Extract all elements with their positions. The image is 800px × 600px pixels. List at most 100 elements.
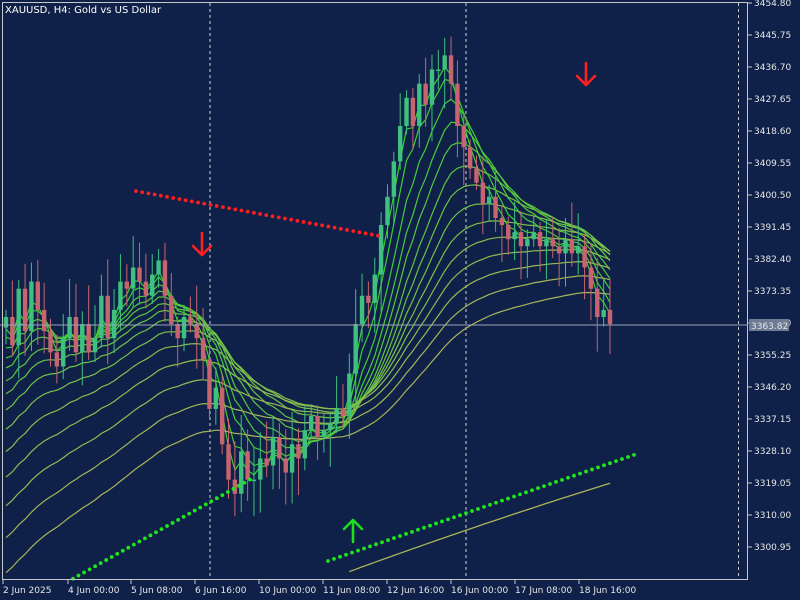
green-trend-dot (87, 567, 92, 572)
bullish-candle-body (181, 316, 187, 339)
bullish-candle-body (29, 281, 34, 332)
green-trend-dot (434, 521, 438, 526)
bullish-candle-body (544, 239, 549, 247)
green-trend-dot (542, 484, 546, 488)
green-trend-dot (536, 486, 540, 491)
bullish-candle-body (378, 225, 384, 275)
bullish-candle-body (92, 338, 98, 353)
green-trend-dot (82, 570, 86, 575)
green-trend-dot (131, 542, 136, 547)
dot-trend-lines (71, 189, 636, 581)
time-tick-label: 16 Jun 00:00 (451, 586, 508, 596)
bearish-candle-body (474, 168, 479, 183)
red-trend-dot (146, 191, 151, 196)
red-trend-dot (158, 193, 163, 198)
red-trend-dot (171, 196, 176, 200)
bearish-candle-body (245, 451, 250, 480)
bullish-candle-body (397, 126, 403, 162)
green-trend-dot (584, 469, 588, 474)
green-trend-dot (500, 498, 504, 503)
red-trend-dot (251, 210, 256, 215)
bearish-candle-body (41, 309, 47, 332)
red-trend-dot (369, 232, 374, 237)
green-trend-dot (148, 533, 153, 538)
green-trend-dot (614, 459, 618, 464)
bearish-candle-body (556, 246, 562, 254)
bullish-candle-body (61, 338, 66, 367)
green-trend-dot (482, 504, 486, 509)
sell-arrow-icon (575, 61, 597, 87)
green-trend-dot (422, 525, 426, 530)
green-trend-dot (368, 544, 372, 549)
bearish-candle-body (607, 309, 613, 325)
red-trend-dot (140, 190, 145, 195)
red-trend-dot (289, 217, 294, 222)
bullish-candle-body (404, 97, 409, 127)
red-trend-dot (363, 231, 368, 236)
red-trend-dot (332, 225, 337, 230)
bullish-candle-body (111, 309, 117, 339)
red-trend-dot (227, 206, 231, 211)
red-trend-dot (177, 197, 182, 202)
green-trend-dot (560, 477, 564, 482)
price-tick-label: 3400.50 (754, 191, 791, 201)
moving-average-line (5, 275, 611, 539)
green-trend-dot (237, 483, 241, 488)
bearish-candle-body (550, 239, 555, 247)
moving-average-line (5, 249, 611, 478)
bearish-candle-body (35, 281, 40, 310)
green-trend-dot (115, 551, 120, 556)
green-trend-dot (170, 521, 175, 525)
price-tick-label: 3310.00 (754, 511, 791, 521)
green-trend-dot (620, 457, 624, 461)
bearish-candle-body (264, 458, 269, 466)
moving-average-line (5, 165, 611, 432)
bullish-candle-body (353, 324, 358, 374)
green-trend-dot (109, 555, 114, 559)
plot-frame (2, 2, 748, 580)
bullish-candle-body (16, 288, 21, 346)
bearish-candle-body (48, 331, 53, 353)
bearish-candle-body (200, 338, 206, 360)
green-trend-dot (464, 511, 468, 516)
green-trend-dot (524, 490, 528, 495)
red-trend-dot (326, 224, 331, 229)
bullish-candle-body (302, 430, 308, 459)
buy-arrow-icon (342, 518, 364, 544)
green-trend-dot (181, 514, 186, 519)
green-trend-dot (386, 538, 390, 543)
red-trend-dot (351, 229, 356, 233)
red-trend-dot (345, 228, 349, 232)
bearish-candle-body (86, 324, 91, 353)
green-trend-dot (242, 480, 247, 485)
bearish-candle-body (169, 295, 174, 325)
bearish-candle-body (194, 324, 199, 339)
green-trend-dot (554, 480, 558, 484)
moving-average-line (5, 291, 611, 574)
red-trend-dot (357, 230, 362, 235)
bearish-candle-body (207, 359, 212, 409)
bullish-candle-body (239, 451, 244, 494)
green-trend-dot (608, 461, 612, 466)
red-trend-dot (214, 204, 219, 208)
green-trend-dot (374, 542, 378, 547)
green-trend-dot (506, 496, 510, 501)
current-price-badge (749, 319, 789, 331)
green-trend-dot (590, 467, 594, 472)
time-tick-label: 17 Jun 08:00 (515, 586, 572, 596)
bullish-candle-body (436, 69, 441, 71)
bearish-candle-body (219, 387, 225, 445)
bearish-candle-body (105, 295, 110, 339)
bearish-candle-body (296, 444, 301, 459)
bullish-candle-body (251, 479, 257, 482)
green-trend-dot (362, 546, 366, 551)
green-trend-dot (440, 519, 444, 524)
bullish-candle-body (391, 161, 397, 197)
price-tick-label: 3346.20 (754, 383, 791, 393)
green-trend-dot (165, 524, 169, 528)
price-tick-label: 3382.40 (754, 255, 791, 265)
bullish-candle-body (359, 295, 365, 325)
bullish-candle-body (289, 444, 295, 473)
current-price-label: 3363.82 (751, 322, 788, 332)
